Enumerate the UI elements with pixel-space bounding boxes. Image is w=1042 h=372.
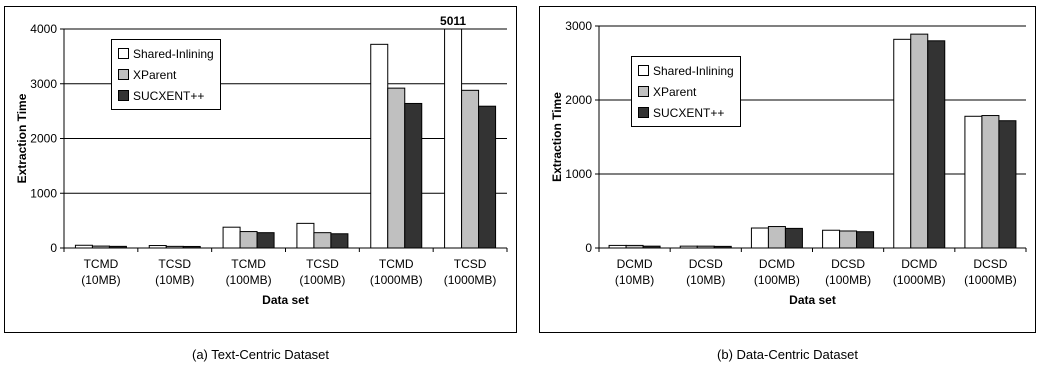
- y-tick-label: 2000: [565, 93, 592, 107]
- x-tick-label: TCSD: [454, 257, 487, 271]
- legend: Shared-Inlining XParent SUCXENT++: [631, 56, 741, 127]
- x-tick-label: DCMD: [617, 257, 653, 271]
- legend-label: Shared-Inlining: [133, 46, 214, 61]
- x-tick-label: (1000MB): [964, 273, 1017, 287]
- y-tick-label: 0: [585, 241, 592, 255]
- bar: [767, 226, 786, 249]
- bar: [750, 227, 769, 249]
- bar: [839, 230, 858, 249]
- legend-item-xparent: XParent: [638, 81, 734, 102]
- bar: [256, 232, 275, 249]
- bar: [910, 33, 929, 249]
- chart-a-svg: 0 1000 2000 3000 4000 Extraction Time TCMD (10M…: [15, 14, 508, 307]
- caption-b: (b) Data-Centric Dataset: [717, 347, 858, 362]
- x-tick-label: TCSD: [158, 257, 191, 271]
- bar: [444, 28, 463, 249]
- y-tick-label: 3000: [565, 19, 592, 33]
- bar: [370, 43, 389, 249]
- legend-label: XParent: [133, 67, 177, 82]
- x-tick-label: DCSD: [831, 257, 865, 271]
- x-tick-label: (1000MB): [370, 273, 423, 287]
- y-tick-label: 3000: [30, 77, 57, 91]
- bar: [461, 89, 480, 249]
- bar: [239, 231, 258, 249]
- legend-label: SUCXENT++: [653, 105, 725, 120]
- bar: [981, 115, 1000, 249]
- legend: Shared-Inlining XParent SUCXENT++: [111, 39, 221, 110]
- x-tick-label: (100MB): [226, 273, 272, 287]
- gray-square-icon: [118, 69, 129, 80]
- x-tick-label: (100MB): [825, 273, 871, 287]
- x-tick-label: DCSD: [973, 257, 1007, 271]
- bar: [784, 227, 803, 249]
- x-tick-label: TCMD: [379, 257, 414, 271]
- x-axis-title: Data set: [262, 293, 309, 307]
- bar: [998, 120, 1017, 249]
- black-square-icon: [638, 107, 649, 118]
- bar: [822, 229, 841, 249]
- y-tick-label: 0: [50, 241, 57, 255]
- legend-item-xparent: XParent: [118, 64, 214, 85]
- x-tick-label: DCSD: [689, 257, 723, 271]
- chart-b-svg: 0 1000 2000 3000 Extraction Time DCMD (10MB) DC…: [550, 19, 1027, 307]
- x-tick-label: (1000MB): [444, 273, 497, 287]
- white-square-icon: [118, 48, 129, 59]
- bar: [296, 222, 315, 249]
- legend-label: Shared-Inlining: [653, 63, 734, 78]
- bar: [330, 233, 349, 249]
- bar: [404, 102, 423, 249]
- chart-frame: [539, 6, 1036, 333]
- black-square-icon: [118, 90, 129, 101]
- white-square-icon: [638, 65, 649, 76]
- x-tick-label: TCMD: [231, 257, 266, 271]
- x-tick-label: (100MB): [299, 273, 345, 287]
- chart-panel-a: 0 1000 2000 3000 4000 Extraction Time TCMD (10M…: [4, 6, 517, 333]
- legend-item-shared-inlining: Shared-Inlining: [118, 43, 214, 64]
- bar: [387, 87, 406, 249]
- bar: [222, 226, 241, 249]
- y-axis-title: Extraction Time: [550, 92, 564, 182]
- bar: [927, 40, 946, 249]
- y-tick-label: 2000: [30, 132, 57, 146]
- bar: [856, 231, 875, 249]
- bar: [478, 105, 497, 249]
- data-label: 5011: [440, 14, 466, 28]
- chart-panel-b: 0 1000 2000 3000 Extraction Time DCMD (10MB) DC…: [539, 6, 1036, 333]
- y-tick-label: 1000: [565, 167, 592, 181]
- x-tick-label: TCMD: [84, 257, 119, 271]
- x-tick-label: (10MB): [615, 273, 654, 287]
- legend-item-sucxent: SUCXENT++: [118, 85, 214, 106]
- chart-frame: [4, 6, 517, 333]
- x-tick-label: (10MB): [686, 273, 725, 287]
- bar: [313, 232, 332, 249]
- x-tick-label: (100MB): [754, 273, 800, 287]
- legend-item-shared-inlining: Shared-Inlining: [638, 60, 734, 81]
- x-tick-label: TCSD: [306, 257, 339, 271]
- caption-a: (a) Text-Centric Dataset: [191, 347, 330, 362]
- y-tick-label: 1000: [30, 186, 57, 200]
- bar: [893, 38, 912, 249]
- x-tick-label: (10MB): [81, 273, 120, 287]
- gray-square-icon: [638, 86, 649, 97]
- y-tick-label: 4000: [30, 22, 57, 36]
- legend-label: SUCXENT++: [133, 88, 205, 103]
- x-tick-label: (10MB): [155, 273, 194, 287]
- y-axis-title: Extraction Time: [15, 93, 29, 183]
- x-tick-label: DCMD: [759, 257, 795, 271]
- legend-item-sucxent: SUCXENT++: [638, 102, 734, 123]
- bar: [964, 115, 983, 249]
- x-tick-label: (1000MB): [893, 273, 946, 287]
- x-axis-title: Data set: [789, 293, 836, 307]
- x-tick-label: DCMD: [901, 257, 937, 271]
- legend-label: XParent: [653, 84, 697, 99]
